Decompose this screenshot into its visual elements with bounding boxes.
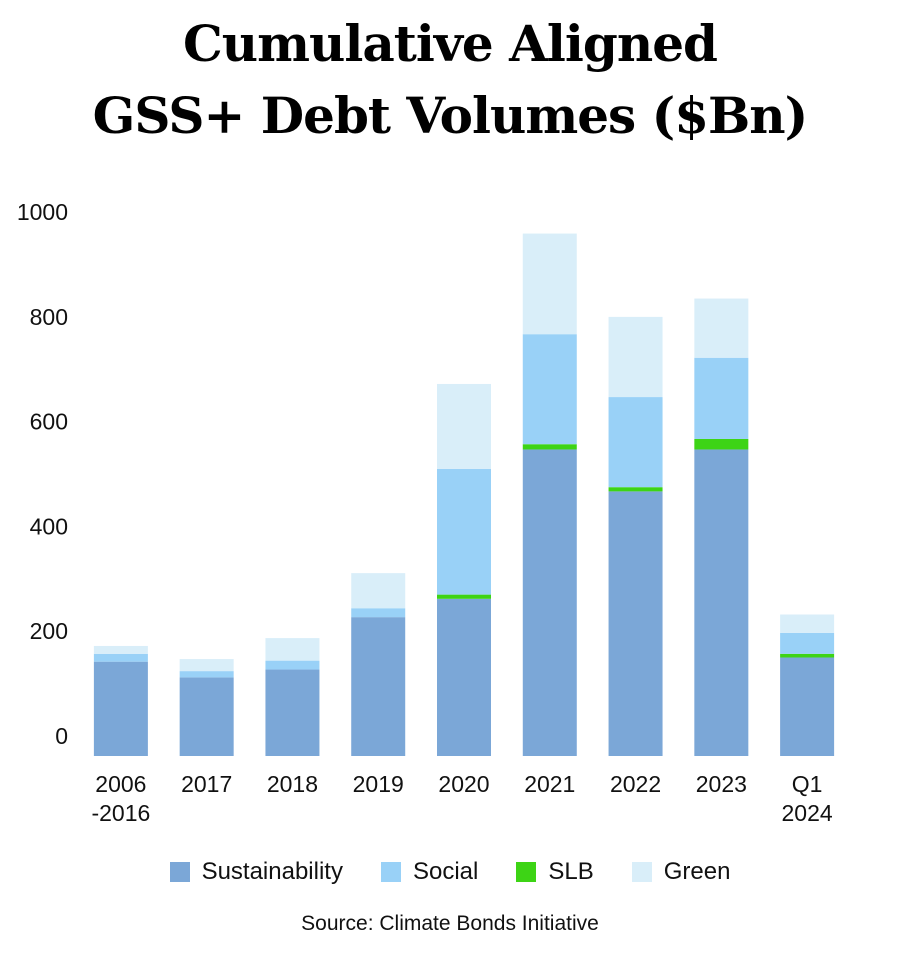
y-axis: 0 200 400 600 800 1000 bbox=[17, 199, 68, 749]
bar-segment-sustainability-4 bbox=[437, 598, 491, 756]
y-tick-label: 0 bbox=[55, 723, 68, 749]
bar-segment-social-8 bbox=[780, 632, 835, 654]
y-tick-label: 600 bbox=[30, 409, 68, 435]
legend-swatch-slb bbox=[516, 862, 537, 882]
bar-segment-sustainability-5 bbox=[522, 449, 577, 756]
x-tick-label: -2016 bbox=[91, 800, 150, 826]
bar-segment-green-3 bbox=[351, 573, 406, 609]
legend-label: Sustainability bbox=[201, 858, 343, 885]
bar-segment-green-8 bbox=[780, 614, 835, 633]
legend-swatch-sustainability bbox=[169, 862, 190, 882]
bar-segment-social-2 bbox=[265, 660, 320, 670]
bar-segment-social-4 bbox=[437, 468, 491, 595]
bar-segment-social-6 bbox=[608, 397, 663, 488]
x-tick-label: 2020 bbox=[438, 771, 489, 797]
chart-title-line-2: GSS+ Debt Volumes ($Bn) bbox=[92, 86, 809, 145]
bar-segment-social-5 bbox=[522, 334, 577, 445]
bar-segment-green-4 bbox=[437, 383, 491, 469]
x-tick-label: 2024 bbox=[782, 800, 833, 826]
bar-segment-green-2 bbox=[265, 638, 320, 661]
x-tick-label: 2018 bbox=[267, 771, 318, 797]
bar-segment-sustainability-3 bbox=[351, 617, 406, 756]
source-note: Source: Climate Bonds Initiative bbox=[301, 912, 599, 935]
chart-title-line-1: Cumulative Aligned bbox=[182, 14, 718, 73]
y-tick-label: 200 bbox=[30, 618, 68, 644]
x-axis: 2006 -2016 2017 2018 2019 2020 2021 2022 2023 Q1 2… bbox=[91, 771, 832, 826]
y-tick-label: 400 bbox=[30, 513, 68, 539]
bar-segment-sustainability-2 bbox=[265, 669, 320, 756]
legend-label: Green bbox=[663, 858, 731, 885]
legend-swatch-green bbox=[631, 862, 652, 882]
legend-item-social: Social bbox=[380, 858, 479, 886]
bar-segment-slb-8 bbox=[780, 653, 835, 658]
legend-swatch-social bbox=[380, 862, 401, 882]
bar-segment-sustainability-7 bbox=[694, 449, 749, 756]
bar-segment-slb-4 bbox=[437, 594, 491, 599]
bar-segment-social-7 bbox=[694, 357, 749, 439]
x-tick-label: 2021 bbox=[524, 771, 575, 797]
y-tick-label: 800 bbox=[30, 304, 68, 330]
y-tick-label: 1000 bbox=[17, 199, 68, 225]
bars-group bbox=[93, 233, 835, 756]
legend-item-slb: SLB bbox=[516, 858, 594, 886]
bar-segment-sustainability-0 bbox=[93, 661, 148, 756]
x-tick-label: 2023 bbox=[696, 771, 747, 797]
x-tick-label: 2006 bbox=[95, 771, 146, 797]
x-tick-label: 2019 bbox=[353, 771, 404, 797]
bar-segment-green-1 bbox=[179, 659, 234, 672]
legend-label: Social bbox=[412, 858, 479, 885]
x-tick-label: 2022 bbox=[610, 771, 661, 797]
bar-segment-slb-6 bbox=[608, 487, 663, 492]
legend-label: SLB bbox=[548, 858, 594, 885]
bar-segment-social-3 bbox=[351, 608, 406, 618]
legend-item-green: Green bbox=[631, 858, 731, 886]
bar-segment-social-0 bbox=[93, 653, 148, 662]
bar-segment-green-7 bbox=[694, 298, 749, 358]
bar-segment-slb-5 bbox=[522, 444, 577, 450]
bar-segment-green-5 bbox=[522, 233, 577, 335]
bar-segment-green-0 bbox=[93, 645, 148, 654]
legend-item-sustainability: Sustainability bbox=[169, 858, 343, 886]
bar-segment-slb-7 bbox=[694, 438, 749, 450]
bar-segment-sustainability-6 bbox=[608, 491, 663, 756]
chart-legend: Sustainability Social SLB Green bbox=[0, 858, 900, 886]
bar-segment-green-6 bbox=[608, 316, 663, 398]
chart-title: Cumulative Aligned GSS+ Debt Volumes ($B… bbox=[0, 8, 900, 152]
bar-segment-sustainability-1 bbox=[179, 677, 234, 756]
bar-segment-sustainability-8 bbox=[780, 657, 835, 756]
x-tick-label: Q1 bbox=[792, 771, 823, 797]
x-tick-label: 2017 bbox=[181, 771, 232, 797]
bar-segment-social-1 bbox=[179, 671, 234, 678]
